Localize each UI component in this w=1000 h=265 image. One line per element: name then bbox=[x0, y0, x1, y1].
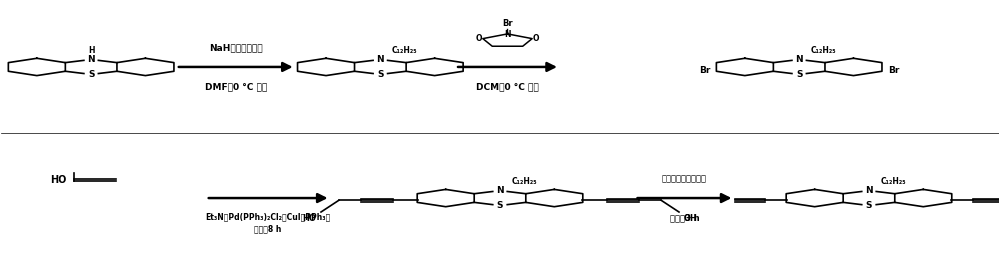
Text: Br: Br bbox=[888, 66, 899, 75]
Text: Br: Br bbox=[699, 66, 710, 75]
Text: NaH，溴代十二烷: NaH，溴代十二烷 bbox=[209, 43, 263, 52]
Text: N: N bbox=[87, 55, 95, 64]
Text: O: O bbox=[476, 34, 482, 43]
Text: N: N bbox=[377, 55, 384, 64]
Text: S: S bbox=[377, 70, 384, 79]
Text: 氢氧化钾，异丙醇，: 氢氧化钾，异丙醇， bbox=[662, 175, 707, 184]
Text: N: N bbox=[496, 186, 504, 195]
Text: N: N bbox=[865, 186, 873, 195]
Text: HO: HO bbox=[50, 175, 66, 185]
Text: H: H bbox=[88, 46, 94, 55]
Text: N: N bbox=[795, 55, 803, 64]
Text: 回流，3 h: 回流，3 h bbox=[670, 213, 699, 222]
Text: S: S bbox=[497, 201, 503, 210]
Text: C₁₂H₂₅: C₁₂H₂₅ bbox=[392, 46, 417, 55]
Text: 回流，8 h: 回流，8 h bbox=[254, 224, 282, 233]
Text: Et₃N，Pd(PPh₃)₂Cl₂，CuI，PPh₃，: Et₃N，Pd(PPh₃)₂Cl₂，CuI，PPh₃， bbox=[206, 213, 331, 222]
Text: C₁₂H₂₅: C₁₂H₂₅ bbox=[811, 46, 836, 55]
Text: O: O bbox=[533, 34, 539, 43]
Text: DMF，0 °C 过夜: DMF，0 °C 过夜 bbox=[205, 82, 267, 91]
Text: C₁₂H₂₅: C₁₂H₂₅ bbox=[880, 177, 906, 186]
Text: C₁₂H₂₅: C₁₂H₂₅ bbox=[512, 177, 537, 186]
Text: OH: OH bbox=[684, 214, 698, 223]
Text: DCM，0 °C 过夜: DCM，0 °C 过夜 bbox=[476, 82, 539, 91]
Text: Br: Br bbox=[502, 19, 513, 28]
Text: N: N bbox=[504, 30, 511, 39]
Text: S: S bbox=[866, 201, 872, 210]
Text: S: S bbox=[796, 70, 802, 79]
Text: HO: HO bbox=[302, 214, 316, 223]
Text: S: S bbox=[88, 70, 94, 79]
